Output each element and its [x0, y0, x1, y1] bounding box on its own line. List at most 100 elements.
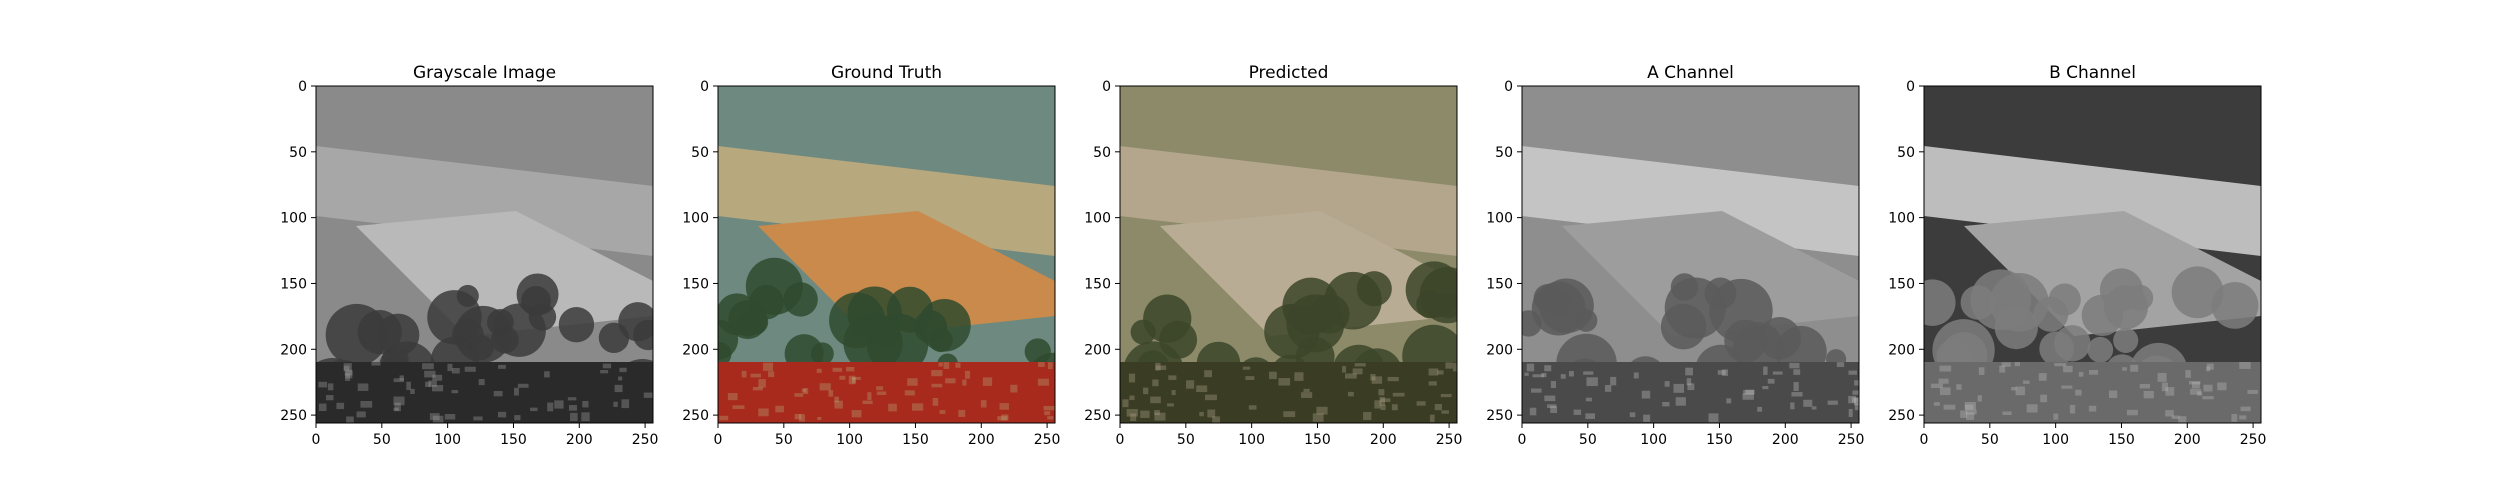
panel-image	[1120, 86, 1457, 423]
image-leaf	[1371, 376, 1383, 384]
y-tick-label: 200	[280, 342, 307, 358]
image-leaf	[1152, 379, 1159, 387]
image-leaf	[429, 413, 440, 421]
x-tick-label: 100	[2042, 432, 2069, 448]
image-leaf	[1212, 416, 1221, 423]
y-tick-label: 0	[1102, 79, 1111, 95]
image-leaf	[1391, 404, 1398, 411]
image-tree	[2113, 327, 2139, 353]
image-leaf	[775, 405, 784, 413]
image-leaf	[1933, 402, 1940, 406]
image-leaf	[318, 381, 328, 388]
image-leaf	[1312, 413, 1324, 422]
y-tick-label: 250	[280, 408, 307, 424]
image-tree	[1159, 320, 1198, 359]
image-leaf	[1038, 362, 1045, 367]
image-leaf	[1529, 407, 1537, 416]
image-leaf	[1524, 372, 1529, 376]
image-hill	[1924, 146, 2261, 256]
image-leaf	[1641, 390, 1651, 399]
image-leaf	[958, 409, 966, 417]
image-leaf	[2139, 383, 2150, 389]
image-leaf	[643, 392, 653, 398]
image-leaf	[2089, 369, 2099, 375]
image-leaf	[1047, 362, 1053, 370]
panel-title: A Channel	[1647, 63, 1734, 83]
image-leaf	[614, 384, 623, 393]
image-leaf	[1633, 372, 1639, 379]
image-leaf	[393, 396, 405, 406]
image-leaf	[1604, 385, 1612, 392]
image-leaf	[1429, 414, 1435, 423]
image-foreground	[718, 362, 1055, 423]
image-leaf	[2130, 364, 2139, 372]
image-leaf	[828, 390, 834, 397]
image-leaf	[371, 362, 381, 366]
x-tick-label: 150	[500, 432, 527, 448]
image-leaf	[2188, 381, 2201, 385]
image-leaf	[1550, 381, 1557, 389]
image-leaf	[1848, 409, 1853, 418]
y-tick-label: 250	[1084, 408, 1111, 424]
image-leaf	[1721, 369, 1729, 376]
image-leaf	[997, 416, 1008, 421]
image-leaf	[1939, 365, 1952, 372]
panel-image	[316, 86, 653, 423]
image-leaf	[318, 403, 327, 412]
image-leaf	[888, 403, 897, 412]
image-tree	[521, 286, 551, 316]
image-leaf	[1345, 373, 1357, 379]
image-leaf	[1848, 370, 1858, 375]
image-leaf	[1242, 366, 1251, 370]
image-leaf	[1767, 378, 1775, 384]
image-leaf	[582, 400, 589, 408]
panel-4: A Channel 0 50 100 150 200 250 0 50 100 150 200 250	[1486, 63, 1864, 448]
image-tree	[1539, 278, 1594, 334]
image-leaf	[2053, 413, 2059, 420]
image-tree	[1435, 292, 1457, 319]
image-leaf	[514, 415, 521, 421]
image-leaf	[955, 362, 961, 368]
image-leaf	[394, 402, 401, 412]
x-tick-label: 100	[1238, 432, 1265, 448]
image-leaf	[2015, 386, 2025, 396]
image-leaf	[2231, 413, 2238, 422]
image-leaf	[2108, 390, 2118, 399]
x-tick-label: 0	[312, 432, 321, 448]
image-tree	[2211, 282, 2259, 329]
image-leaf	[1140, 410, 1150, 418]
image-leaf	[1378, 389, 1385, 396]
image-leaf	[1204, 370, 1212, 378]
image-leaf	[1347, 391, 1354, 397]
image-leaf	[425, 381, 431, 388]
image-leaf	[570, 412, 578, 422]
image-leaf	[1762, 386, 1769, 390]
image-leaf	[727, 393, 738, 401]
y-tick-label: 50	[1093, 145, 1111, 161]
image-leaf	[544, 371, 550, 378]
image-leaf	[982, 377, 993, 386]
x-tick-label: 200	[1772, 432, 1799, 448]
image-leaf	[834, 396, 840, 403]
image-leaf	[1387, 376, 1399, 382]
image-tree	[1970, 269, 2032, 331]
image-leaf	[834, 400, 843, 409]
image-leaf	[432, 415, 444, 423]
image-leaf	[1301, 392, 1313, 398]
image-leaf	[2197, 391, 2203, 396]
x-tick-label: 0	[714, 432, 723, 448]
y-tick-label: 0	[700, 79, 709, 95]
image-leaf	[1043, 405, 1055, 411]
image-leaf	[1585, 397, 1592, 402]
image-leaf	[1150, 396, 1161, 404]
image-leaf	[1531, 388, 1542, 393]
image-tree	[1724, 319, 1767, 363]
image-tree	[558, 306, 595, 343]
image-leaf	[1248, 405, 1257, 410]
axes-frame	[1923, 85, 2262, 424]
image-leaf	[1245, 376, 1255, 380]
x-tick-label: 150	[1304, 432, 1331, 448]
image-leaf	[1793, 382, 1799, 391]
image-leaf	[1434, 403, 1443, 411]
